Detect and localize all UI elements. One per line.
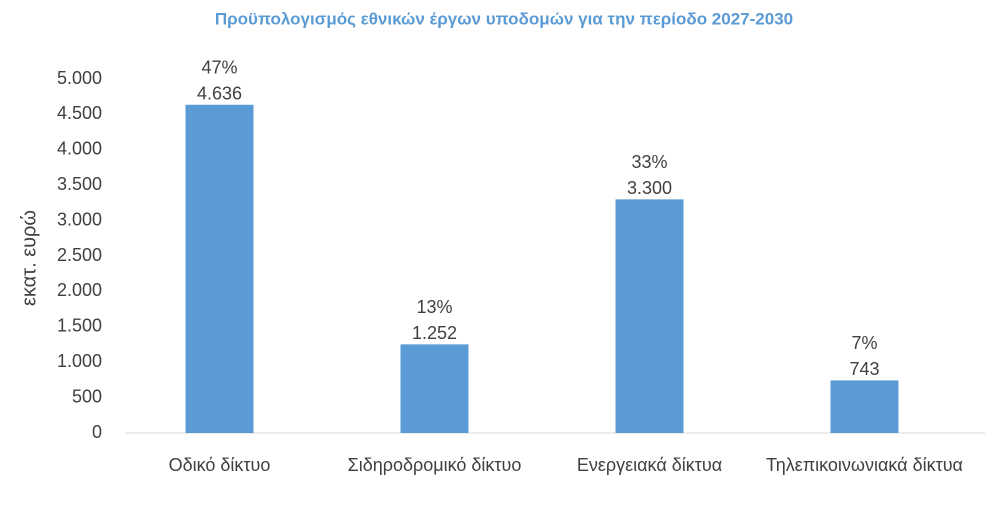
y-tick-label: 1.000 [57, 351, 102, 371]
y-tick-label: 3.000 [57, 209, 102, 229]
data-label: 4.636 [197, 84, 242, 104]
y-axis-label: εκατ. ευρώ [18, 210, 40, 306]
y-tick-label: 4.000 [57, 139, 102, 159]
y-tick-label: 0 [92, 422, 102, 442]
chart-title: Προϋπολογισμός εθνικών έργων υποδομών γι… [215, 9, 793, 28]
y-tick-label: 500 [72, 386, 102, 406]
data-label: 743 [849, 359, 879, 379]
share-label: 13% [416, 297, 452, 317]
x-tick-label: Ενεργειακά δίκτυα [576, 455, 723, 475]
bar [830, 380, 899, 433]
bar [400, 344, 469, 433]
share-label: 7% [851, 333, 877, 353]
y-tick-label: 2.500 [57, 245, 102, 265]
y-tick-label: 5.000 [57, 68, 102, 88]
y-tick-label: 3.500 [57, 174, 102, 194]
share-label: 47% [201, 58, 237, 78]
data-label: 1.252 [412, 323, 457, 343]
x-tick-label: Σιδηροδρομικό δίκτυο [347, 455, 522, 475]
x-tick-label: Οδικό δίκτυο [168, 455, 271, 475]
share-label: 33% [631, 152, 667, 172]
y-tick-label: 2.000 [57, 280, 102, 300]
y-tick-label: 1.500 [57, 316, 102, 336]
y-tick-label: 4.500 [57, 103, 102, 123]
bar [185, 104, 254, 433]
data-label: 3.300 [627, 178, 672, 198]
x-tick-label: Τηλεπικοινωνιακά δίκτυα [766, 455, 963, 475]
bar [615, 199, 684, 433]
